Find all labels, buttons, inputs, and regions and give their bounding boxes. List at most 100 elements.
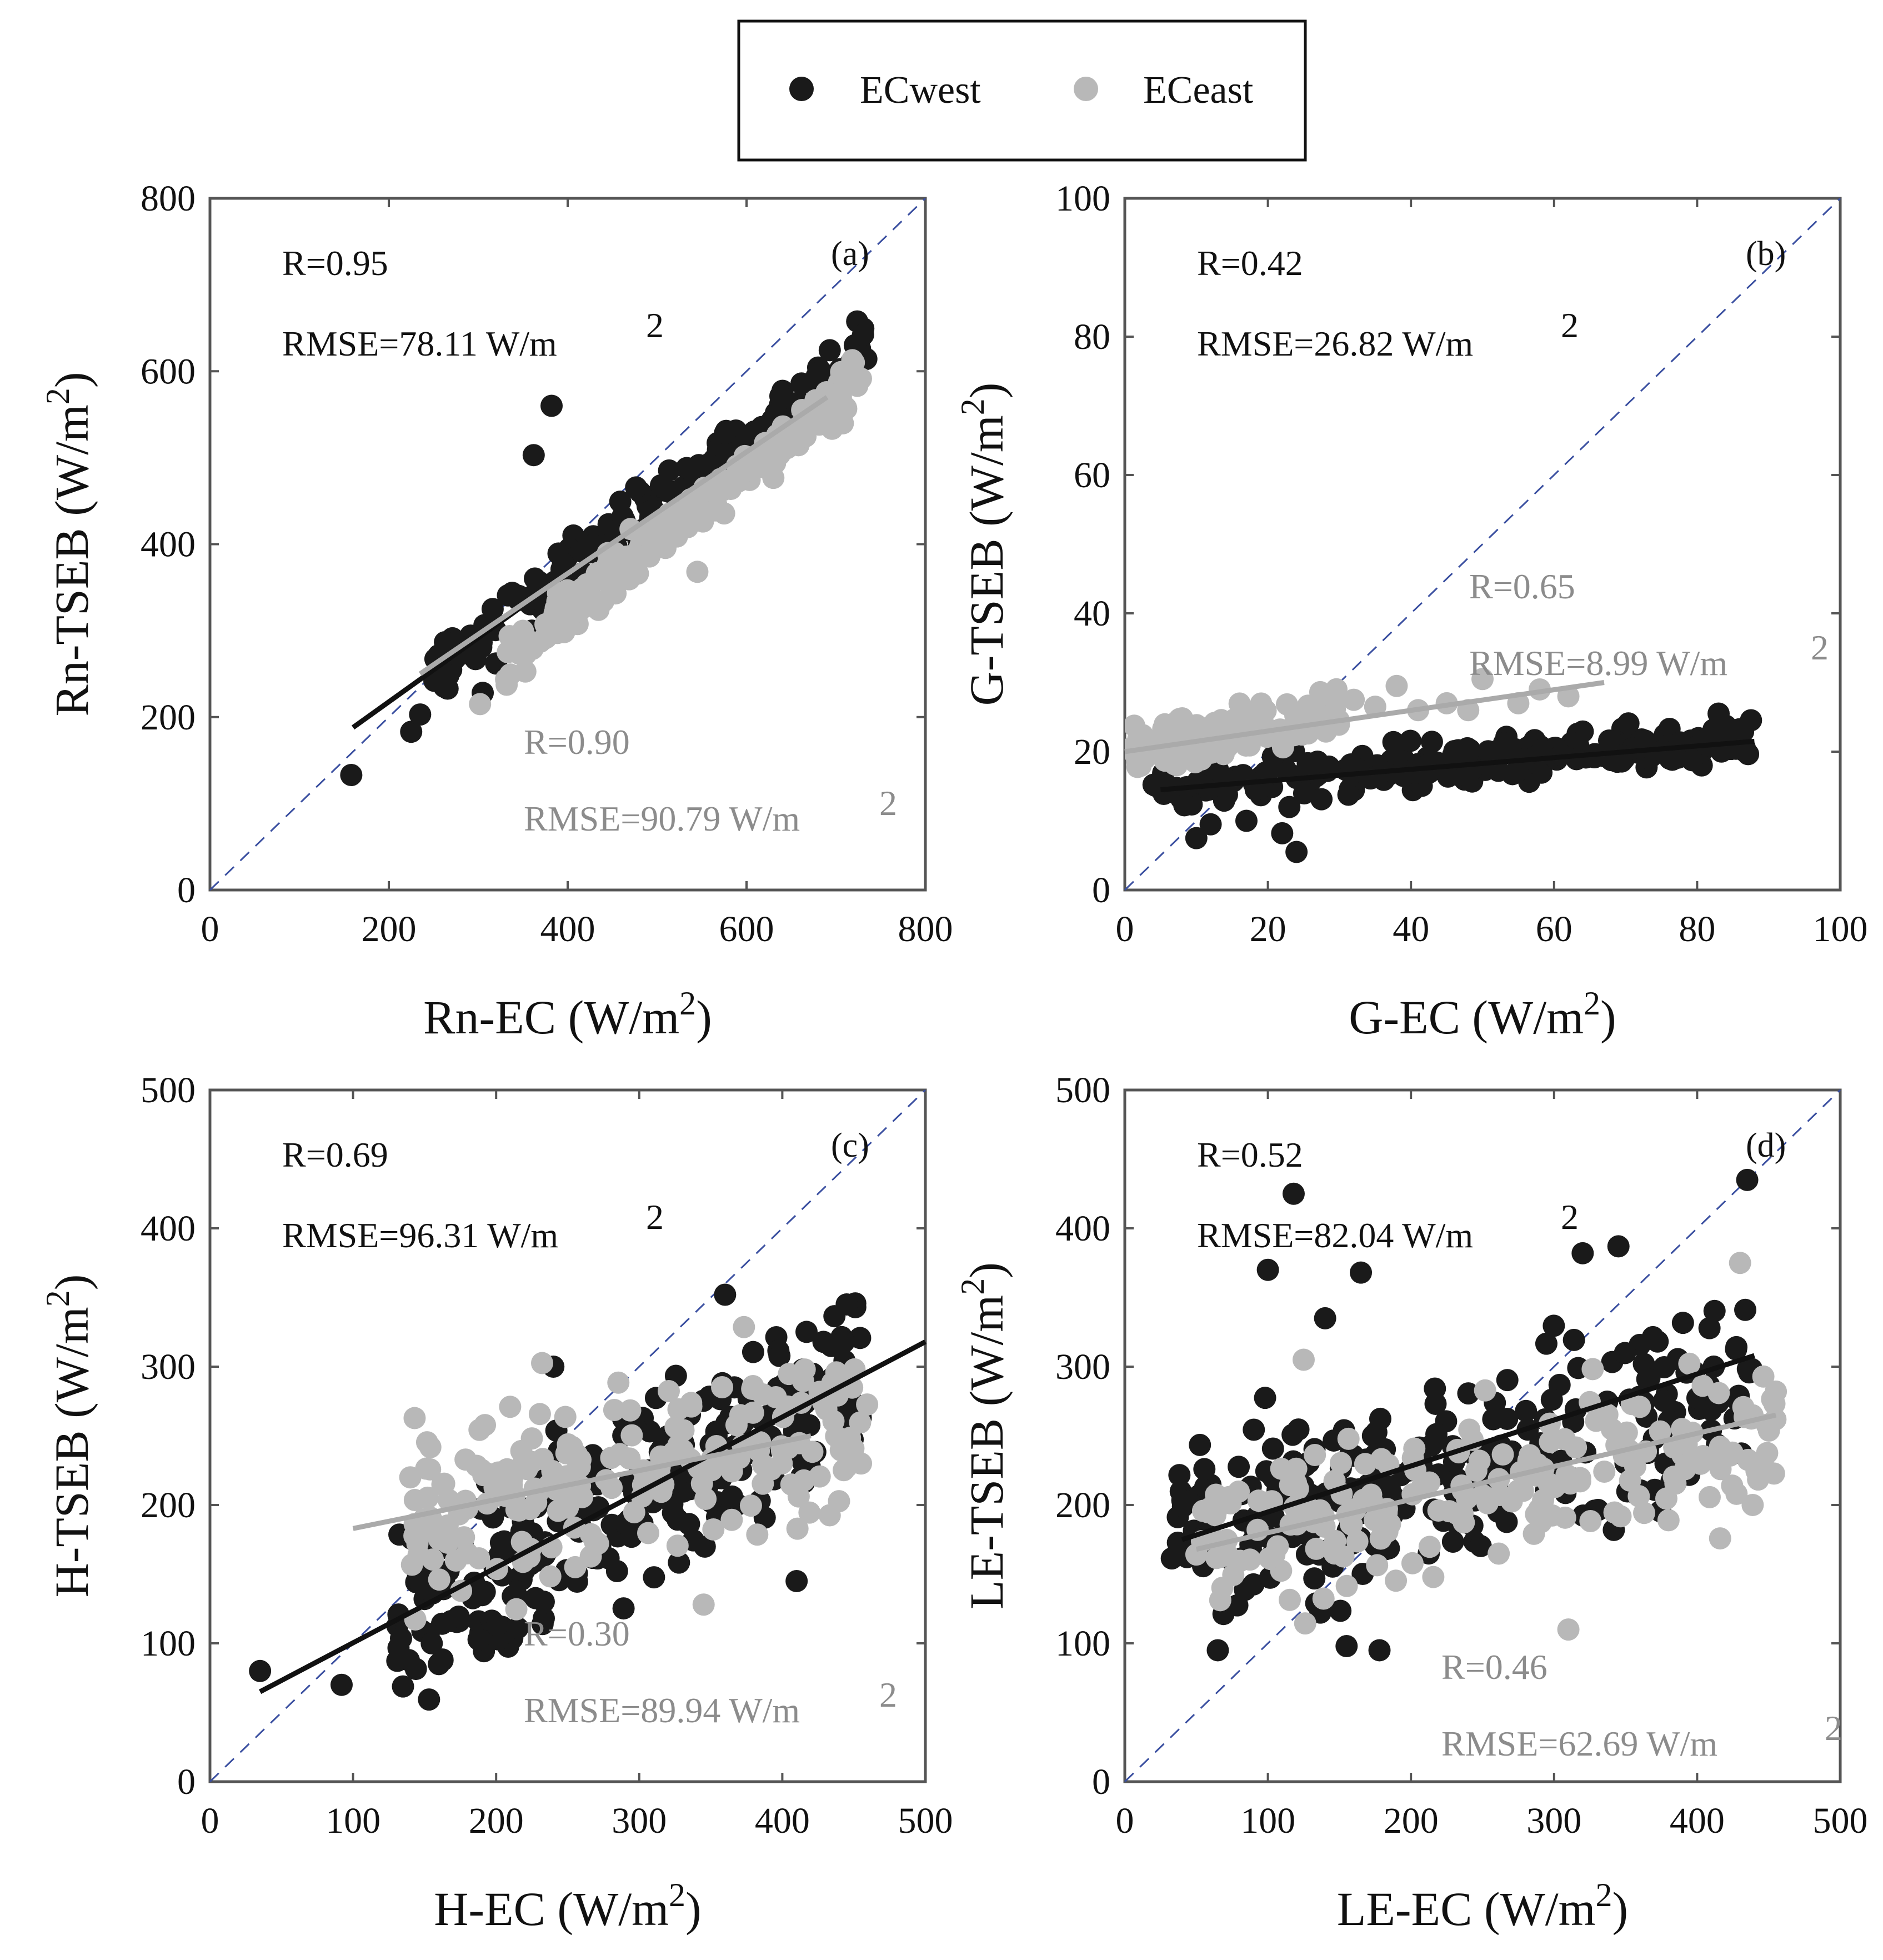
fit-line-eceast — [352, 1433, 812, 1531]
point-eceast — [528, 1403, 551, 1426]
point-ecwest — [1254, 1387, 1276, 1409]
point-ecwest — [1703, 1299, 1726, 1322]
point-ecwest — [1535, 1332, 1558, 1355]
point-eceast — [1585, 1409, 1607, 1432]
panel-d: 0 100 200 300 400 500 0 100 200 300 400 500 (d) R=0.5… — [954, 1070, 1868, 1936]
point-eceast — [1335, 1574, 1358, 1597]
x-tick-label: 300 — [612, 1801, 667, 1841]
y-tick-label: 60 — [1074, 455, 1110, 496]
point-eceast — [690, 1472, 713, 1495]
point-ecwest — [1306, 751, 1329, 773]
point-ecwest — [1617, 712, 1640, 735]
x-tick-label: 100 — [1813, 909, 1868, 949]
point-ecwest — [609, 491, 632, 513]
point-ecwest — [1206, 1639, 1229, 1662]
y-tick-label: 0 — [1092, 870, 1110, 911]
point-eceast — [1629, 1396, 1651, 1418]
point-eceast — [1346, 1530, 1369, 1553]
point-eceast — [509, 639, 532, 662]
point-eceast — [704, 499, 727, 522]
point-eceast — [1305, 1537, 1328, 1560]
y-tick-label: 400 — [141, 524, 196, 565]
point-ecwest — [714, 422, 737, 444]
y-tick-label: 200 — [141, 697, 196, 738]
point-ecwest — [1469, 1534, 1492, 1557]
point-ecwest — [1293, 782, 1316, 804]
point-eceast — [1732, 1396, 1755, 1418]
x-axis-label: H-EC (W/m2) — [434, 1877, 701, 1936]
point-eceast — [499, 1396, 522, 1418]
point-eceast — [752, 1383, 774, 1406]
point-ecwest — [1193, 1458, 1216, 1481]
point-ecwest — [330, 1673, 353, 1696]
panel-label: (d) — [1746, 1127, 1786, 1164]
fit-line-eceast — [418, 395, 829, 676]
point-ecwest — [808, 361, 830, 384]
east-rmse: RMSE=89.94 W/m — [524, 1691, 800, 1730]
point-eceast — [753, 456, 776, 479]
x-axis-label: LE-EC (W/m2) — [1337, 1877, 1628, 1936]
point-ecwest — [1496, 1407, 1519, 1430]
fit-line-ecwest — [259, 1339, 927, 1694]
point-eceast — [403, 1407, 426, 1429]
point-eceast — [1474, 1379, 1496, 1402]
point-eceast — [856, 1393, 879, 1416]
point-ecwest — [790, 372, 813, 395]
y-tick-label: 500 — [1055, 1070, 1110, 1111]
point-ecwest — [433, 676, 455, 698]
point-eceast — [669, 509, 692, 532]
point-eceast — [454, 1448, 477, 1471]
point-eceast — [604, 582, 627, 605]
east-rmse-sup: 2 — [879, 1675, 897, 1714]
point-ecwest — [524, 1587, 547, 1609]
west-rmse: RMSE=78.11 W/m — [282, 324, 557, 363]
point-ecwest — [1671, 1312, 1694, 1334]
point-ecwest — [447, 1605, 470, 1628]
point-eceast — [843, 351, 865, 374]
point-eceast — [618, 568, 640, 591]
panel-label: (b) — [1746, 235, 1786, 273]
point-ecwest — [1365, 1421, 1388, 1443]
point-eceast — [1379, 1513, 1401, 1536]
x-tick-label: 60 — [1536, 909, 1572, 949]
point-eceast — [686, 561, 709, 583]
point-eceast — [1609, 1505, 1632, 1528]
point-ecwest — [1636, 1368, 1659, 1391]
point-eceast — [553, 621, 575, 643]
point-ecwest — [485, 1614, 508, 1637]
point-ecwest — [1425, 1423, 1448, 1446]
y-tick-label: 0 — [177, 1762, 196, 1802]
point-eceast — [1523, 1522, 1545, 1545]
point-eceast — [1418, 1471, 1441, 1494]
x-tick-label: 0 — [1116, 1801, 1134, 1841]
y-axis-label: G-TSEB (W/m2) — [954, 383, 1013, 706]
point-eceast — [1532, 1489, 1555, 1512]
plot-frame — [1123, 1088, 1842, 1783]
x-tick-label: 400 — [540, 909, 595, 949]
point-eceast — [1698, 1486, 1721, 1508]
point-eceast — [1422, 1566, 1445, 1588]
point-ecwest — [249, 1659, 272, 1682]
point-ecwest — [1652, 1389, 1675, 1412]
east-r: R=0.30 — [524, 1614, 630, 1653]
y-tick-label: 200 — [141, 1485, 196, 1526]
point-ecwest — [1681, 749, 1704, 772]
y-tick-label: 0 — [1092, 1762, 1110, 1802]
point-ecwest — [1185, 827, 1208, 849]
x-tick-label: 100 — [325, 1801, 380, 1841]
point-ecwest — [409, 703, 432, 726]
point-ecwest — [742, 1341, 764, 1363]
point-eceast — [830, 380, 853, 403]
point-ecwest — [1571, 1242, 1594, 1264]
point-eceast — [399, 1466, 422, 1489]
point-ecwest — [418, 1688, 440, 1711]
point-ecwest — [1235, 809, 1258, 832]
point-eceast — [786, 1517, 809, 1540]
point-eceast — [495, 673, 518, 696]
point-eceast — [1205, 1499, 1228, 1522]
x-tick-label: 20 — [1250, 909, 1286, 949]
point-ecwest — [1199, 813, 1222, 836]
point-ecwest — [389, 1627, 412, 1650]
point-eceast — [835, 397, 858, 420]
fit-line-ecwest — [1181, 1353, 1755, 1542]
